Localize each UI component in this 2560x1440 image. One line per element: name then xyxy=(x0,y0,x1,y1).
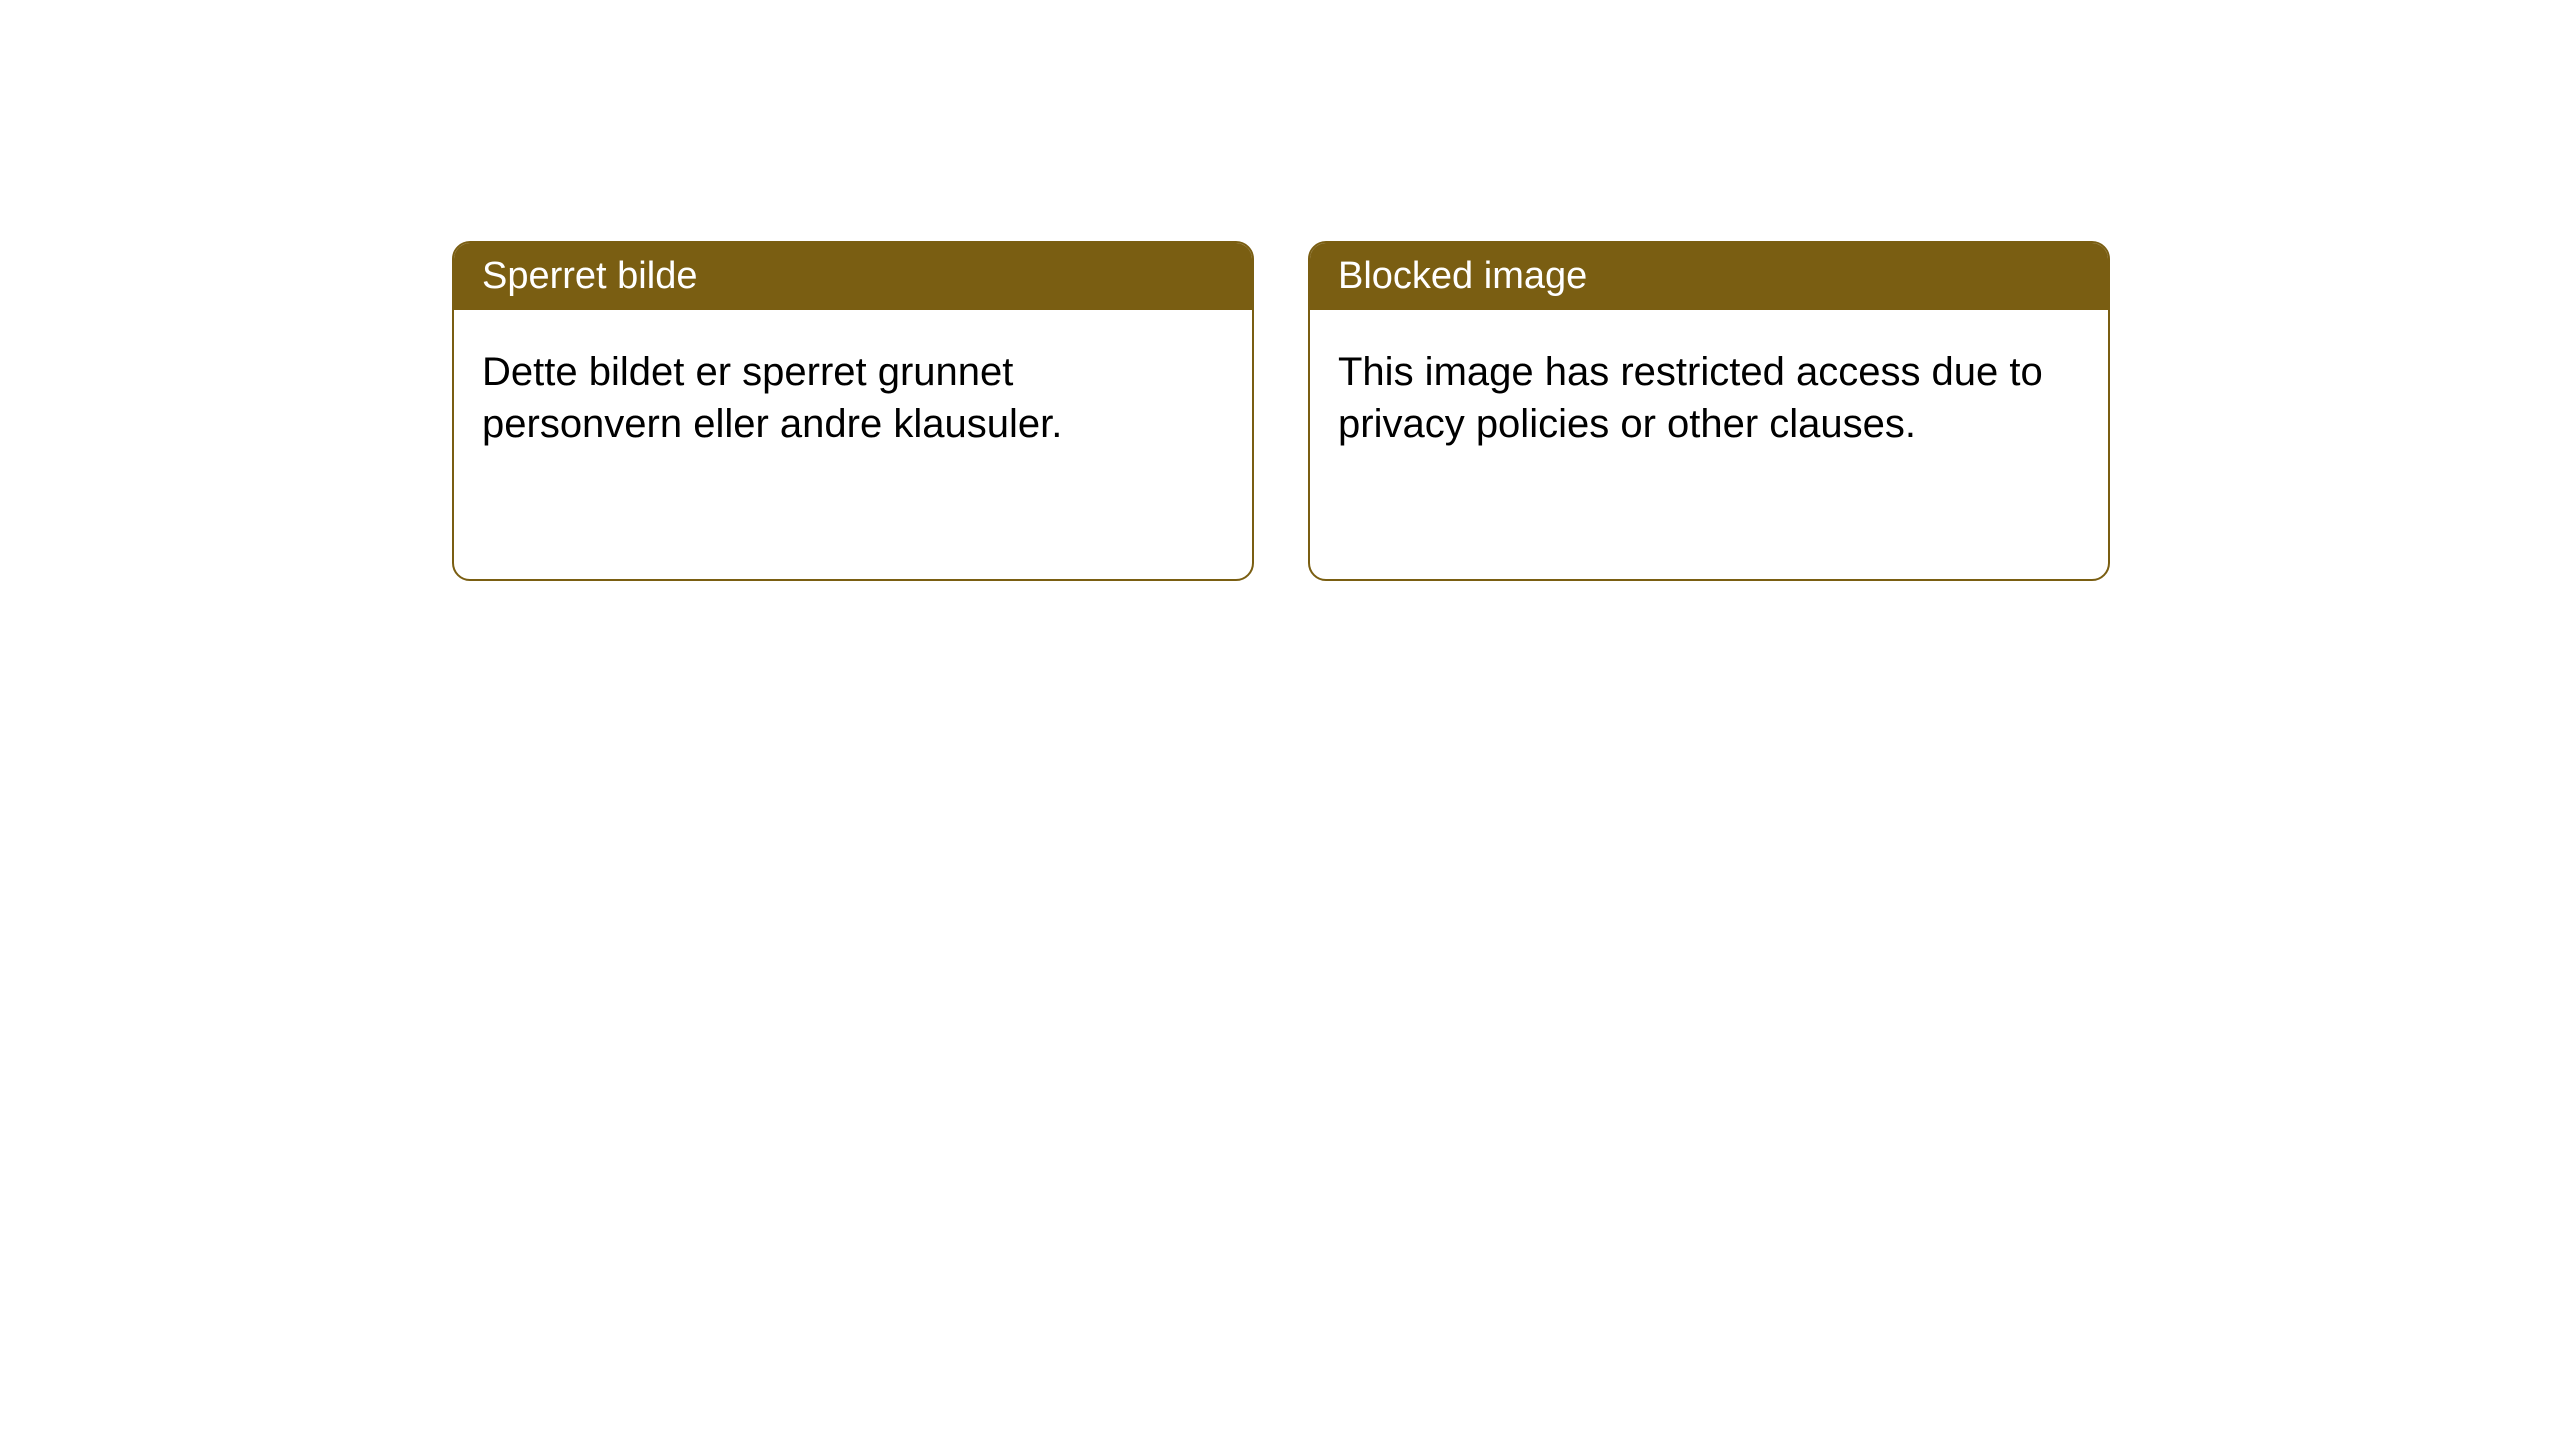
notice-header: Sperret bilde xyxy=(454,243,1252,310)
notice-container: Sperret bilde Dette bildet er sperret gr… xyxy=(452,241,2110,581)
notice-card-english: Blocked image This image has restricted … xyxy=(1308,241,2110,581)
notice-body: This image has restricted access due to … xyxy=(1310,310,2108,486)
notice-body: Dette bildet er sperret grunnet personve… xyxy=(454,310,1252,486)
notice-header: Blocked image xyxy=(1310,243,2108,310)
notice-card-norwegian: Sperret bilde Dette bildet er sperret gr… xyxy=(452,241,1254,581)
